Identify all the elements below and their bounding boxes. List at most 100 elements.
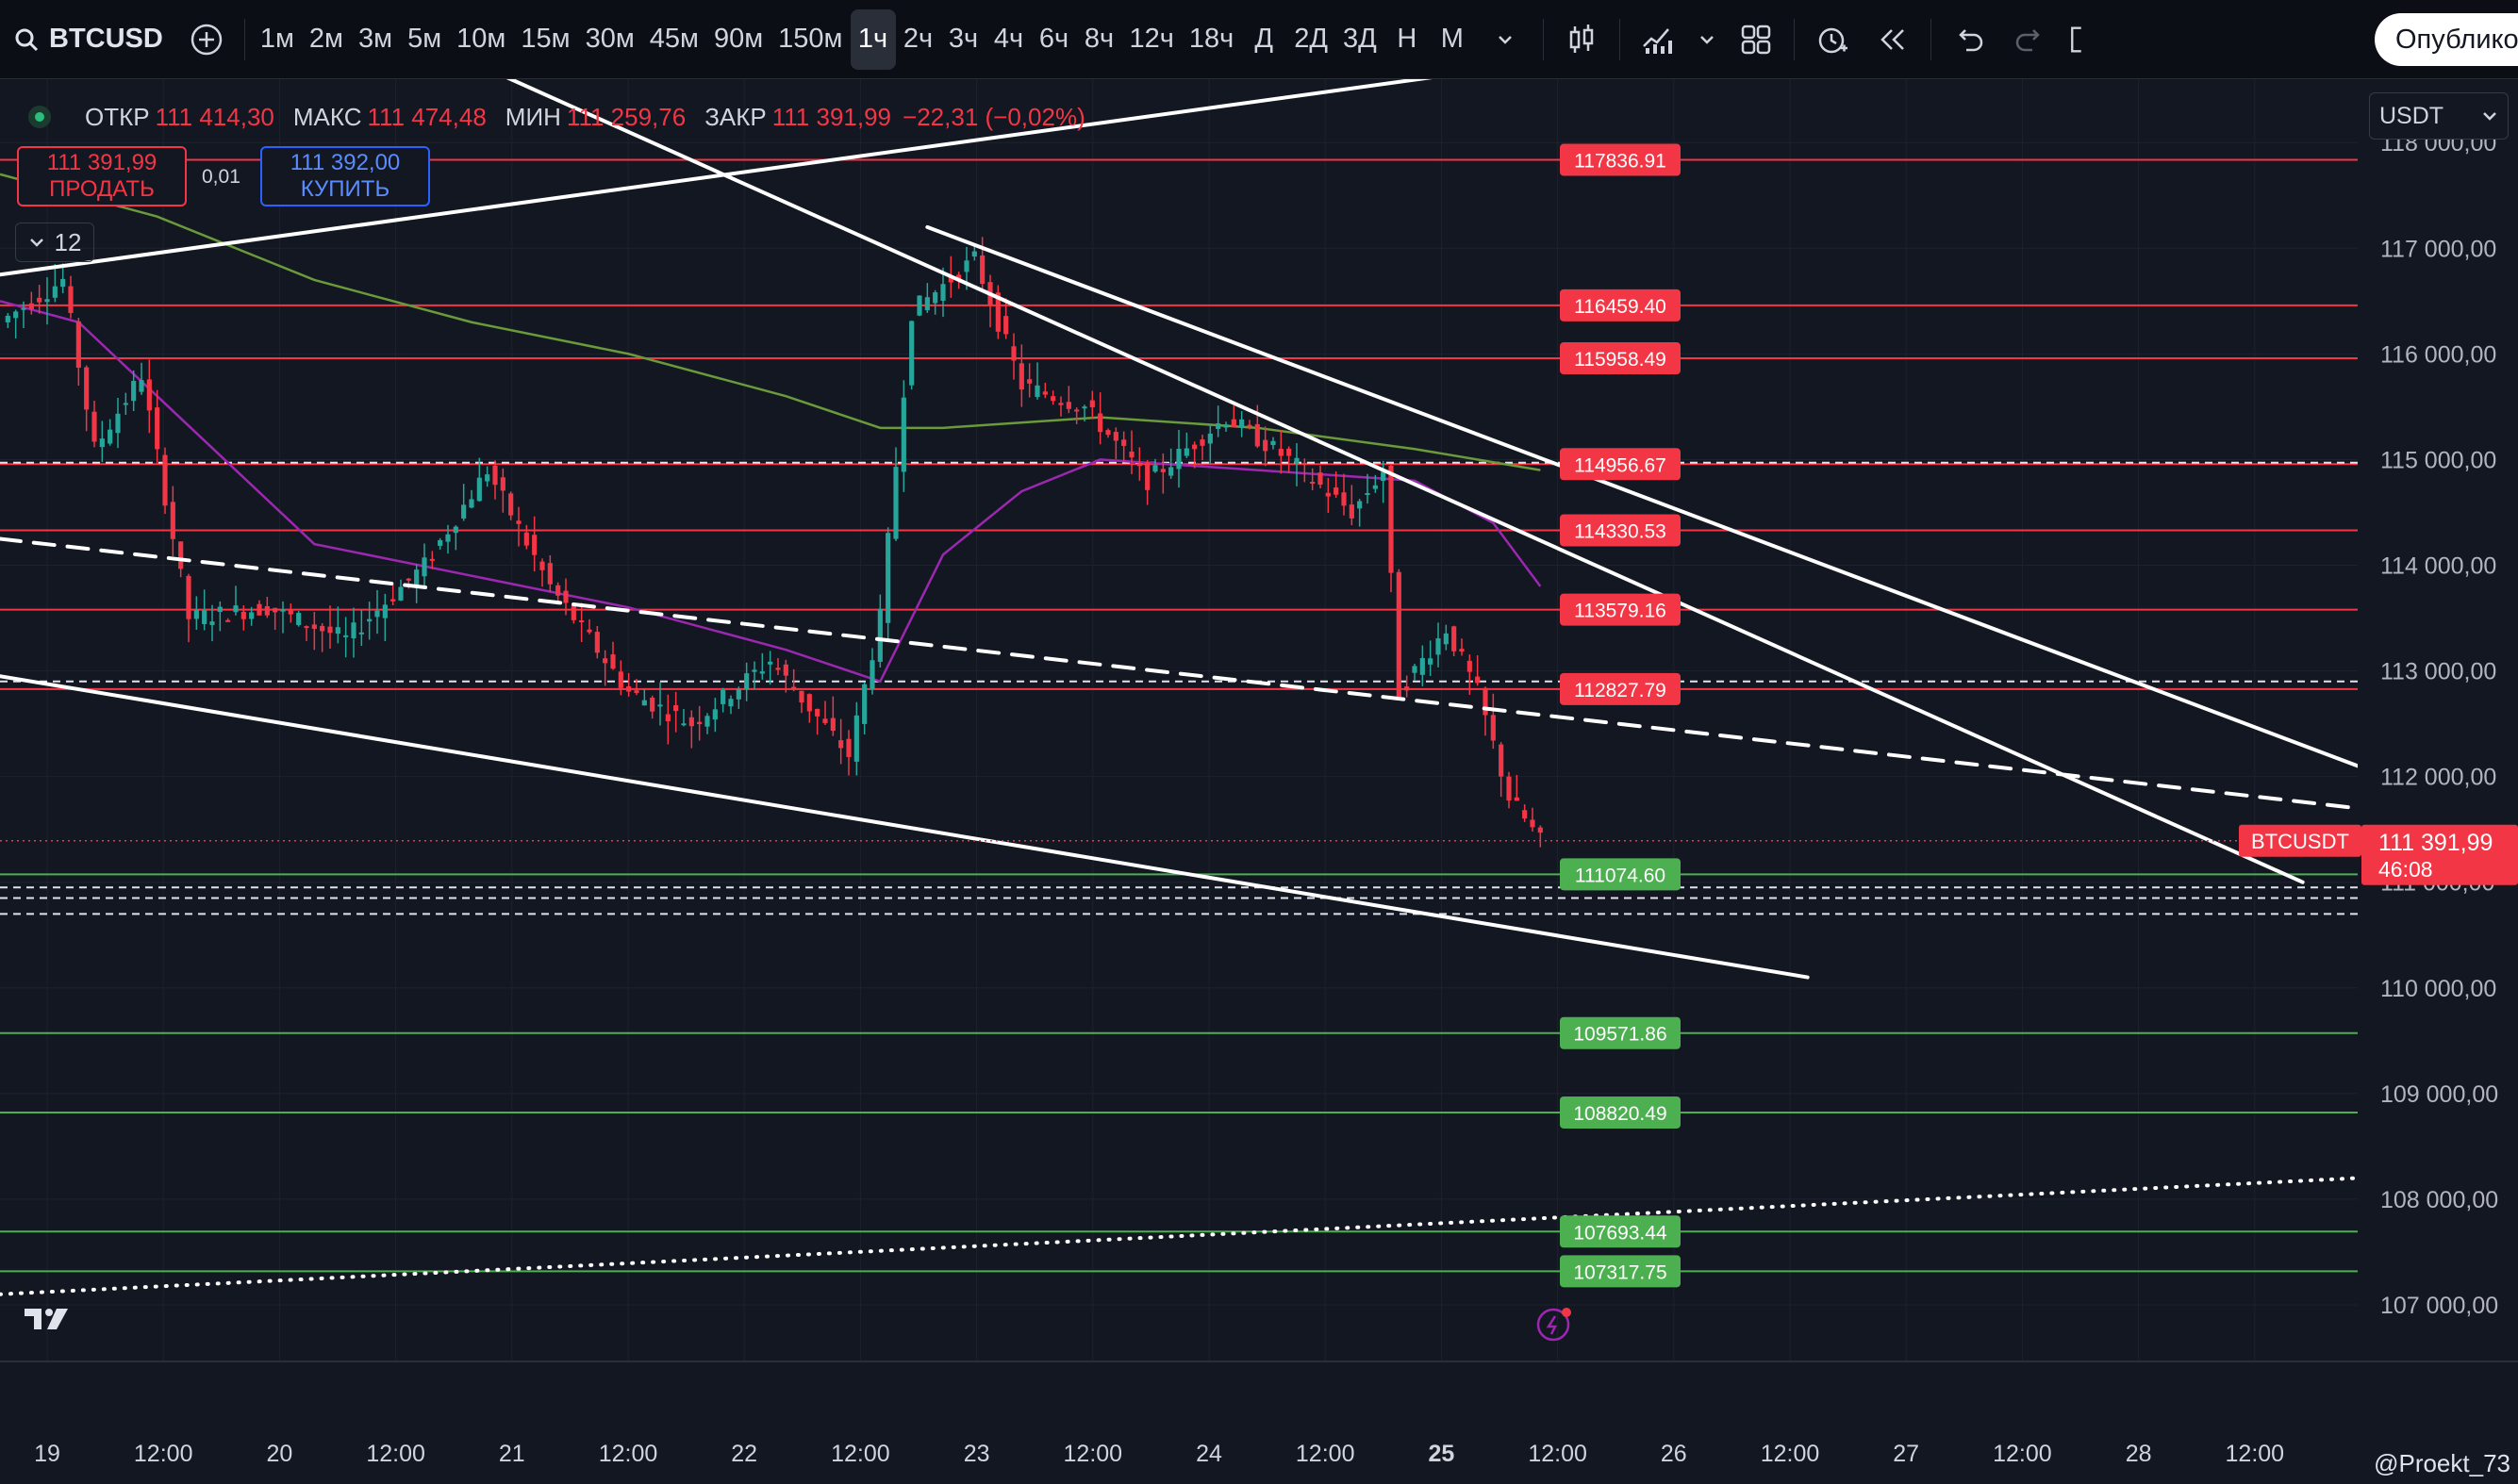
candles-icon [1569,24,1594,53]
candle-body [1129,451,1135,458]
toolbar-divider [1793,18,1795,60]
candle-body [390,599,396,602]
interval-button[interactable]: 15м [521,24,571,54]
level-label: 114956.67 [1574,454,1666,476]
level-label-box [1560,1255,1681,1288]
interval-button[interactable]: 1ч [850,8,896,70]
candle-body [1051,396,1056,402]
undo-icon [1959,28,1982,51]
interval-button[interactable]: 5м [407,24,442,54]
interval-button[interactable]: 30м [585,24,635,54]
interval-button[interactable]: 6ч [1038,24,1069,54]
trend-line-solid [925,224,2360,768]
price-tick-label: 116 000,00 [2380,341,2496,368]
interval-button[interactable]: 12ч [1129,24,1174,54]
candle-body [704,716,710,727]
interval-bar: 1м 2м 3м 5м 10м 15м 30м 45м 90м 150м 1ч 2ч 3ч 4ч 6ч 8ч 1… [253,8,1475,70]
chevron-down-icon [1699,35,1714,44]
ma-slow-line [0,173,1541,471]
price-tick-label: 115 000,00 [2380,447,2496,473]
interval-button[interactable]: 18ч [1188,24,1234,54]
indicators-button[interactable] [1628,9,1688,70]
candle-body [886,533,891,623]
interval-button[interactable]: 3Д [1343,24,1377,54]
candle-body [44,299,50,303]
candle-body [1160,469,1166,472]
candle-body [626,685,632,692]
price-tick-label: 114 000,00 [2380,553,2496,580]
candle-body [1419,657,1425,675]
alert-button[interactable] [1802,9,1863,70]
candle-body [146,379,152,411]
interval-button[interactable]: 45м [649,24,699,54]
interval-button[interactable]: 4ч [993,24,1024,54]
interval-dropdown-button[interactable] [1475,9,1535,70]
symbol-search[interactable]: BTCUSD [0,0,176,79]
candle-body [688,717,694,727]
interval-button[interactable]: 2Д [1294,24,1329,54]
interval-button[interactable]: Д [1254,24,1274,54]
interval-button[interactable]: 90м [713,24,764,54]
interval-button[interactable]: М [1440,24,1464,54]
candle-body [594,632,600,653]
close-value: 111 391,99 [771,102,892,131]
candle-body [759,671,765,674]
sell-button[interactable]: 111 391,99 ПРОДАТЬ [17,146,187,206]
lightning-icon[interactable] [1536,1308,1571,1342]
candle-body [924,297,930,311]
interval-button[interactable]: 8ч [1084,24,1115,54]
candle-body [768,661,773,665]
candle-body [406,578,411,581]
sell-price: 111 391,99 [46,150,157,175]
time-tick-label: 27 [1893,1441,1919,1467]
level-label-box [1560,289,1681,322]
interval-button[interactable]: 150м [778,24,843,54]
interval-button[interactable]: 3м [358,24,393,54]
level-label: 114330.53 [1574,520,1666,542]
price-chart[interactable]: 117836.91 116459.40 115958.49 114956.67 1143… [0,79,2518,1484]
interval-button[interactable]: 10м [456,24,506,54]
candle-body [1443,633,1449,645]
candle-body [917,295,922,316]
candle-body [508,493,514,516]
chart-type-button[interactable] [1551,9,1612,70]
interval-button[interactable]: Н [1397,24,1417,54]
layout-button[interactable] [1726,9,1786,70]
candle-body [815,708,820,717]
buy-button[interactable]: 111 392,00 КУПИТЬ [260,146,430,206]
chart-background [0,79,2518,1484]
candle-body [225,619,231,622]
market-status-icon[interactable] [28,106,51,128]
level-label: 109571.86 [1573,1024,1666,1046]
indicators-dropdown-button[interactable] [1688,9,1726,70]
redo-button[interactable] [1999,9,2060,70]
time-axis[interactable]: 19 12:00 20 12:00 21 12:00 22 12:00 23 12:00 24 12:… [0,1360,2518,1484]
trend-line-dashed [0,536,2360,811]
interval-button[interactable]: 3ч [948,24,979,54]
interval-button[interactable]: 2м [308,24,343,54]
interval-button[interactable]: 2ч [903,24,934,54]
candle-body [1145,462,1151,490]
candle-body [1121,439,1127,446]
indicators-icon [1642,27,1672,54]
indicators-collapse-button[interactable]: 12 [15,223,94,262]
compare-add-button[interactable] [176,9,237,70]
candle-body [485,474,490,482]
currency-select[interactable]: USDT [2369,92,2509,140]
candle-body [555,585,561,596]
candle-body [752,669,757,672]
candle-body [1388,465,1394,573]
undo-button[interactable] [1939,9,1999,70]
interval-button[interactable]: 1м [259,24,294,54]
candle-body [1466,660,1472,672]
price-tick-label: 117 000,00 [2380,236,2496,262]
replay-button[interactable] [1863,9,1923,70]
tradingview-logo [25,1309,68,1329]
candle-body [641,700,647,706]
publish-button[interactable]: Опублико [2375,13,2518,66]
candle-body [1334,486,1339,495]
candle-body [374,610,380,618]
fullscreen-button[interactable] [2060,9,2094,70]
candle-body [1317,472,1323,486]
